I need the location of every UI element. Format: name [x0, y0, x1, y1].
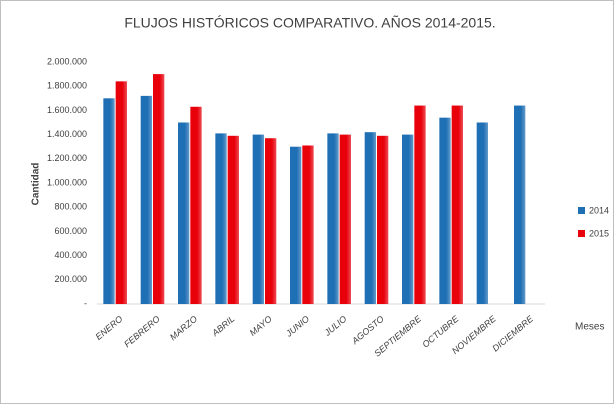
bar	[215, 133, 227, 304]
bar	[302, 145, 314, 304]
y-tick-label: -	[84, 298, 87, 308]
bar	[514, 105, 526, 304]
bar	[290, 146, 302, 304]
y-tick-label: 400.000	[54, 250, 87, 260]
bar	[190, 106, 202, 305]
y-tick-label: 1.200.000	[47, 153, 87, 163]
y-tick-label: 800.000	[54, 202, 87, 212]
x-axis-label: Meses	[575, 322, 604, 333]
bar	[339, 134, 351, 304]
bar	[115, 81, 127, 304]
y-tick-label: 1.600.000	[47, 105, 87, 115]
y-tick-label: 1.800.000	[47, 81, 87, 91]
bar	[402, 134, 414, 304]
bar	[451, 105, 463, 304]
y-tick-label: 1.400.000	[47, 129, 87, 139]
y-tick-label: 2.000.000	[47, 56, 87, 66]
bar	[327, 133, 339, 304]
bar	[153, 74, 165, 304]
bar	[140, 95, 152, 304]
bar	[364, 132, 376, 304]
bar	[227, 135, 239, 304]
y-tick-label: 600.000	[54, 226, 87, 236]
chart-title: FLUJOS HISTÓRICOS COMPARATIVO. AÑOS 2014…	[124, 15, 495, 31]
y-tick-label: 200.000	[54, 274, 87, 284]
bar	[414, 105, 426, 304]
bar	[377, 135, 389, 304]
bar	[178, 122, 190, 304]
legend-swatch	[578, 207, 585, 214]
bar	[476, 122, 488, 304]
y-axis-label: Cantidad	[31, 163, 42, 206]
bar	[252, 134, 264, 304]
legend-label: 2015	[589, 228, 609, 238]
bar	[439, 117, 451, 304]
bar	[265, 138, 277, 304]
legend-label: 2014	[589, 205, 609, 215]
y-tick-label: 1.000.000	[47, 177, 87, 187]
legend-swatch	[578, 230, 585, 237]
bar	[103, 98, 115, 304]
